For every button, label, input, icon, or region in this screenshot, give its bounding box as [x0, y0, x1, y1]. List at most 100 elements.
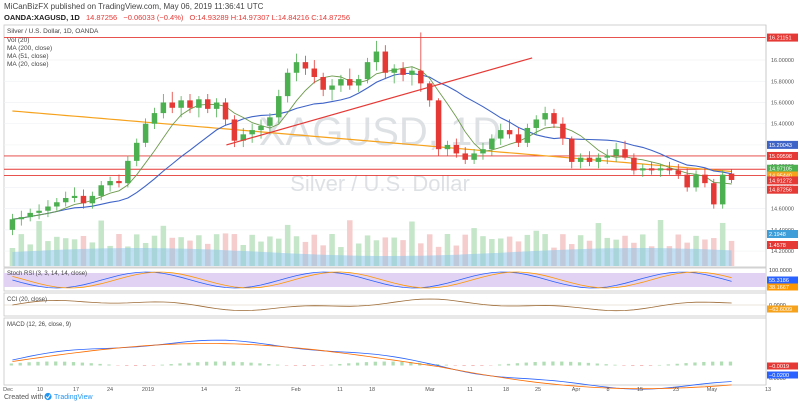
- macd-histogram-bar: [213, 361, 218, 366]
- price-marker-tag: [767, 176, 798, 185]
- footer-created: Created with: [4, 394, 43, 401]
- macd-histogram-bar: [684, 363, 688, 366]
- macd-histogram-bar: [542, 361, 546, 366]
- footer-brand[interactable]: TradingView: [54, 394, 93, 401]
- time-axis-label: 24: [107, 387, 113, 393]
- time-axis-label: 17: [73, 387, 79, 393]
- candle-body: [515, 134, 522, 143]
- candle-body: [648, 168, 655, 171]
- macd-histogram-bar: [151, 365, 156, 366]
- price-axis-label: 16.00000: [771, 58, 794, 64]
- volume-bars: [9, 220, 735, 266]
- volume-bar: [18, 234, 25, 266]
- macd-histogram-bar: [276, 364, 280, 366]
- macd-histogram-bar: [284, 365, 289, 366]
- macd-histogram-bar: [373, 361, 377, 366]
- macd-value-tag: [767, 371, 798, 379]
- macd-histogram-bar: [471, 365, 475, 366]
- time-axis-label: 21: [235, 387, 241, 393]
- trendline[interactable]: [226, 57, 533, 146]
- macd-histogram-bar: [240, 362, 244, 366]
- macd-histogram-bar: [569, 361, 573, 366]
- macd-histogram-bar: [560, 361, 564, 366]
- price-marker-label: 2.1948: [769, 232, 786, 238]
- price-marker-tag: [767, 230, 798, 238]
- macd-histogram-bar: [444, 364, 449, 366]
- volume-bar: [276, 238, 282, 266]
- macd-histogram-bar: [71, 362, 76, 366]
- volume-bar: [533, 230, 539, 266]
- macd-histogram-bar: [666, 364, 670, 366]
- candle-body: [569, 138, 575, 162]
- macd-histogram-bar: [311, 365, 315, 366]
- candle-body: [604, 155, 611, 158]
- candle-body: [355, 79, 362, 86]
- candle-body: [613, 149, 619, 156]
- candle-body: [178, 100, 184, 108]
- volume-bar: [347, 220, 353, 266]
- macd-histogram-bar: [62, 361, 67, 366]
- macd-histogram-bar: [613, 364, 617, 366]
- macd-histogram-bar: [293, 365, 298, 366]
- volume-bar: [595, 223, 602, 266]
- macd-histogram-bar: [338, 363, 342, 366]
- candle-body: [80, 195, 87, 204]
- candle-body: [187, 100, 193, 108]
- price-marker-tag: [767, 171, 798, 180]
- candle-body: [18, 217, 25, 220]
- candle-body: [311, 68, 318, 78]
- price-axis-label: 15.80000: [771, 79, 794, 85]
- candle-body: [462, 153, 468, 160]
- cci-pane[interactable]: [3, 292, 767, 317]
- stoch-rsi-value-tag: [767, 283, 798, 291]
- candle-body: [338, 79, 344, 86]
- price-marker-label: 14.97105: [769, 167, 792, 173]
- macd-histogram-bar: [258, 363, 262, 366]
- macd-histogram-bar: [657, 364, 662, 366]
- candle-body: [27, 212, 33, 218]
- macd-pane[interactable]: [3, 317, 767, 386]
- macd-histogram-bar: [480, 365, 484, 366]
- volume-bar: [426, 234, 433, 266]
- candle-body: [258, 125, 264, 131]
- ohlc-values: O:14.93289 H:14.97307 L:14.84216 C:14.87…: [189, 13, 350, 22]
- price-axis-label: 14.20000: [771, 249, 794, 255]
- candle-body: [89, 195, 96, 204]
- macd-axis-label: 0.0000: [769, 376, 786, 382]
- volume-bar: [302, 241, 309, 266]
- macd-histogram-bar: [125, 365, 129, 366]
- legend-vol: Vol (20): [7, 37, 29, 44]
- stoch-rsi-label: Stoch RSI (3, 3, 14, 14, close): [7, 271, 87, 277]
- candle-body: [284, 72, 291, 97]
- macd-histogram-bar: [648, 365, 653, 366]
- candle-body: [711, 183, 717, 205]
- volume-bar: [160, 225, 167, 266]
- volume-bar: [231, 234, 238, 266]
- macd-histogram-bar: [98, 363, 102, 366]
- macd-histogram-bar: [36, 361, 40, 366]
- cci-value-text: −63.6009: [769, 307, 792, 313]
- volume-bar: [391, 237, 397, 266]
- macd-histogram-bar: [160, 364, 164, 366]
- macd-histogram-bar: [320, 365, 324, 366]
- volume-bar: [249, 234, 255, 266]
- moving-averages: [12, 66, 732, 220]
- volume-bar: [719, 222, 726, 266]
- cci-path: [12, 298, 732, 312]
- macd-histogram-bar: [187, 362, 191, 366]
- candle-body: [231, 119, 238, 141]
- candle-body: [684, 174, 690, 188]
- macd-histogram-bar: [133, 365, 138, 366]
- candle-body: [205, 99, 211, 109]
- macd-histogram-bar: [409, 362, 413, 366]
- macd-histogram-bar: [462, 365, 466, 366]
- price-marker-label: 15.20043: [769, 143, 792, 149]
- macd-histogram-bar: [302, 365, 306, 366]
- time-axis-label: Mar: [425, 387, 435, 393]
- stoch-rsi-value: 38.1667: [769, 285, 789, 291]
- candle-body: [267, 117, 273, 126]
- candle-body: [551, 113, 557, 124]
- macd-histogram-bar: [400, 361, 404, 366]
- macd-signal-line: [12, 343, 732, 390]
- volume-bar: [542, 234, 548, 266]
